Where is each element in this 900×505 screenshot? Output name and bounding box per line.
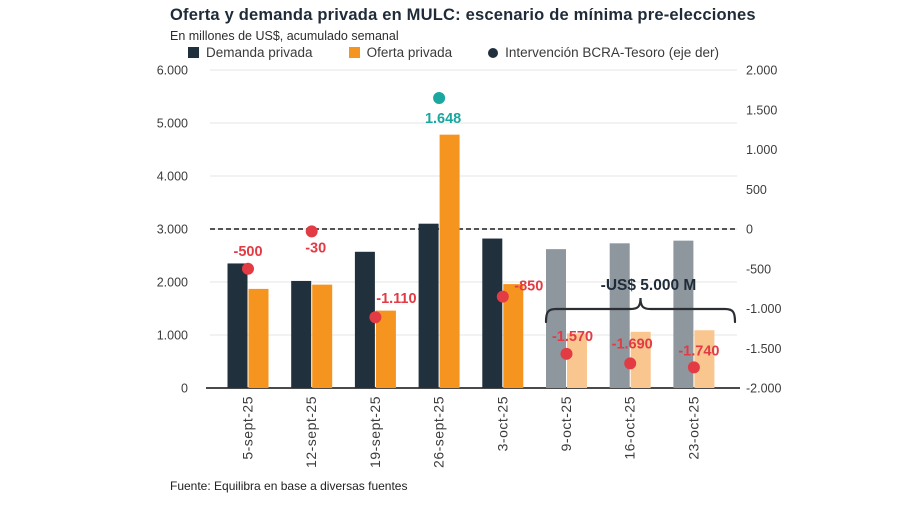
intervencion-value-label-16-oct-25: -1.690 — [612, 336, 653, 352]
bar-oferta-12-sept-25 — [312, 284, 333, 388]
left-axis-tick-label: 3.000 — [157, 223, 188, 237]
legend-label-intervencion: Intervención BCRA-Tesoro (eje der) — [505, 45, 719, 60]
oferta-legend-swatch — [348, 47, 360, 58]
right-axis-tick-label: -1.000 — [746, 302, 781, 316]
intervencion-value-label-12-sept-25: -30 — [305, 240, 326, 256]
bar-oferta-9-oct-25 — [567, 333, 587, 388]
chart-subtitle: En millones de US$, acumulado semanal — [170, 29, 399, 43]
bar-oferta-5-sept-25 — [248, 288, 269, 388]
right-axis-tick-label: 500 — [746, 183, 767, 197]
x-axis-label-19-sept-25: 19-sept-25 — [367, 396, 383, 468]
intervencion-dot-19-sept-25 — [369, 311, 382, 324]
intervencion-value-label-5-sept-25: -500 — [233, 244, 262, 260]
legend-item-intervencion: Intervención BCRA-Tesoro (eje der) — [488, 45, 719, 60]
left-axis-tick-label: 5.000 — [157, 117, 188, 131]
intervencion-dot-16-oct-25 — [624, 357, 637, 370]
bar-demanda-16-oct-25 — [609, 243, 630, 388]
intervencion-value-label-9-oct-25: -1.570 — [552, 329, 593, 345]
left-axis-tick-label: 0 — [181, 382, 188, 396]
intervencion-value-label-26-sept-25: 1.648 — [425, 111, 461, 127]
x-axis-label-5-sept-25: 5-sept-25 — [240, 396, 256, 460]
bar-oferta-3-oct-25 — [503, 284, 524, 388]
bar-oferta-23-oct-25 — [694, 330, 715, 388]
bar-demanda-5-sept-25 — [227, 263, 248, 388]
bar-demanda-19-sept-25 — [354, 251, 375, 388]
bar-demanda-3-oct-25 — [482, 238, 503, 388]
intervencion-value-label-3-oct-25: -850 — [514, 279, 543, 295]
intervencion-dot-5-sept-25 — [242, 262, 254, 275]
x-axis-label-16-oct-25: 16-oct-25 — [622, 396, 638, 460]
annotation-label: -US$ 5.000 M — [601, 277, 697, 294]
right-axis-tick-label: 2.000 — [746, 64, 777, 78]
source-note: Fuente: Equilibra en base a diversas fue… — [170, 479, 408, 493]
legend: Demanda privada Oferta privada Intervenc… — [188, 45, 719, 60]
intervencion-value-label-19-sept-25: -1.110 — [376, 291, 416, 307]
bar-demanda-23-oct-25 — [673, 240, 694, 388]
bar-demanda-9-oct-25 — [546, 249, 566, 388]
intervencion-dot-26-sept-25 — [433, 91, 446, 104]
bar-demanda-12-sept-25 — [291, 280, 312, 388]
intervencion-dot-23-oct-25 — [687, 361, 700, 374]
left-axis-tick-label: 1.000 — [157, 329, 188, 343]
legend-item-demanda: Demanda privada — [188, 45, 313, 60]
bar-demanda-26-sept-25 — [418, 223, 439, 388]
annotation-bracket — [544, 297, 737, 324]
bar-oferta-19-sept-25 — [375, 310, 396, 388]
intervencion-value-label-23-oct-25: -1.740 — [678, 343, 719, 359]
right-axis-tick-label: 0 — [746, 223, 753, 237]
intervencion-dot-9-oct-25 — [560, 347, 573, 360]
demanda-legend-swatch — [188, 47, 199, 58]
legend-item-oferta: Oferta privada — [348, 45, 453, 60]
right-axis-tick-label: -500 — [746, 262, 771, 276]
intervencion-legend-dot-icon — [488, 47, 499, 58]
left-axis-tick-label: 2.000 — [157, 276, 188, 290]
x-axis-label-12-sept-25: 12-sept-25 — [303, 396, 319, 468]
x-axis-label-9-oct-25: 9-oct-25 — [558, 396, 574, 451]
right-axis-tick-label: 1.500 — [746, 103, 777, 117]
x-axis-label-23-oct-25: 23-oct-25 — [685, 396, 701, 460]
right-axis-tick-label: 1.000 — [746, 143, 777, 157]
chart-title: Oferta y demanda privada en MULC: escena… — [170, 6, 756, 24]
right-axis-tick-label: -2.000 — [746, 382, 781, 396]
intervencion-dot-12-sept-25 — [305, 225, 318, 238]
bar-oferta-26-sept-25 — [439, 134, 460, 388]
right-axis-tick-label: -1.500 — [746, 342, 781, 356]
legend-label-oferta: Oferta privada — [366, 45, 453, 60]
x-axis-label-3-oct-25: 3-oct-25 — [494, 396, 510, 451]
bar-oferta-16-oct-25 — [630, 331, 651, 388]
legend-label-demanda: Demanda privada — [206, 45, 313, 60]
left-axis-tick-label: 4.000 — [157, 170, 188, 184]
left-axis-tick-label: 6.000 — [157, 64, 188, 78]
intervencion-dot-3-oct-25 — [496, 290, 509, 303]
x-axis-label-26-sept-25: 26-sept-25 — [431, 396, 447, 468]
